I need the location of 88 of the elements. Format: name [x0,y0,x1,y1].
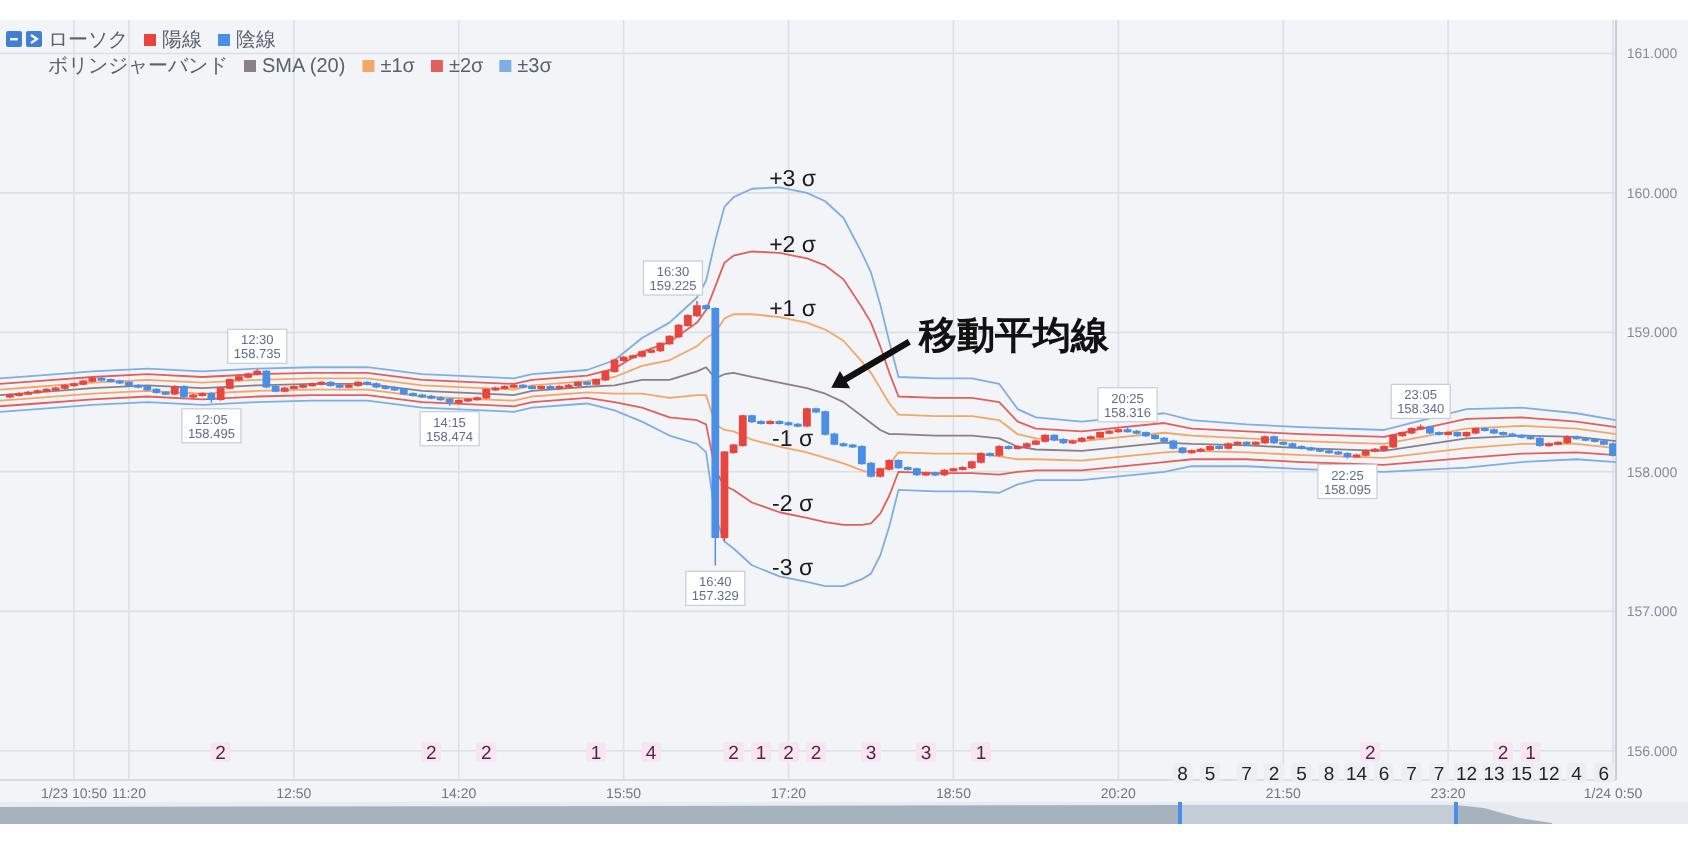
line-series [0,366,1616,452]
annotation: +1 σ [769,297,817,322]
legend-label: ±2σ [448,56,486,78]
candlestick [995,444,1004,458]
annotation: 1 [590,742,602,765]
candlestick [1444,430,1453,437]
candlestick [922,471,930,477]
annotation: 2 [425,742,437,765]
candlestick [1004,444,1013,451]
candlestick [803,406,811,428]
annotation: 1 [1525,742,1536,765]
candlestick [1416,423,1425,431]
legend-label: ±1σ [380,56,417,78]
candlestick [189,393,198,399]
annotation: 4 [1571,763,1582,786]
candlestick [1270,434,1279,445]
annotation: 3 [865,742,877,765]
candlestick [1215,444,1224,451]
line-series [0,313,1616,445]
candlestick [1471,426,1480,435]
candlestick [940,468,949,477]
candlestick [1572,434,1581,441]
annotation: +2 σ [769,233,817,258]
candlestick [775,419,784,426]
annotation: 2 [728,742,739,765]
annotation: 3 [920,742,932,765]
annotation: 8 [1323,763,1335,786]
annotation: 7 [1241,763,1252,786]
annotation: -3 σ [772,557,814,582]
candlestick [445,397,454,407]
annotation: 1 [975,742,987,765]
annotation: +3 σ [769,168,817,193]
candlestick [720,450,729,543]
candlestick [546,384,555,391]
line-series [0,186,1616,431]
annotation: 8 [1177,763,1188,786]
annotation: 2 [783,742,794,765]
annotation: 6 [1598,763,1610,786]
legend-label: SMA (20) [262,56,346,78]
legend-label: 陰線 [236,28,276,52]
annotation: 7 [1433,763,1445,786]
annotation: -2 σ [772,493,814,518]
annotation: 14 [1345,763,1368,786]
annotation: 12 [1455,763,1478,786]
candlestick [180,384,188,399]
annotation: 2 [1268,763,1280,786]
annotation: 4 [645,742,657,765]
candlestick [262,369,271,389]
candlestick [1535,436,1544,448]
annotation: 5 [1296,763,1307,786]
candlestick [1242,440,1251,447]
annotation: 2 [480,742,492,765]
annotation: 5 [1204,763,1216,786]
candlestick [161,390,170,396]
candlestick [363,380,372,387]
candlestick [1050,433,1059,442]
candlestick [1224,441,1233,451]
candlestick [335,383,344,389]
candlestick [931,471,940,477]
annotation: 6 [1378,763,1390,786]
candlestick [912,466,921,477]
annotation: 13 [1483,763,1505,786]
annotation: 移動平均線 [917,315,1112,358]
candlestick [583,380,591,387]
annotation: 15 [1510,763,1533,786]
annotation: ボリンジャーバンド [48,56,228,78]
annotation: 2 [215,742,226,765]
candlestick [738,413,747,448]
candlestick [986,451,995,458]
annotation: -1 σ [772,427,814,452]
legend-label: ±3σ [517,56,554,78]
annotation: 12 [1538,763,1560,786]
candlestick [592,377,601,387]
annotation: 2 [810,742,822,765]
candlestick [170,384,179,396]
annotation: 2 [1497,742,1509,765]
candlestick [509,383,518,389]
annotation: 1 [755,742,767,765]
candlestick [793,422,802,428]
annotation: 2 [1365,742,1376,765]
legend-label: 陽線 [162,30,202,52]
candlestick [876,466,885,479]
candlestick [766,419,775,426]
candlestick [1453,430,1462,438]
candlestick [537,384,546,391]
annotation: ローソク [48,30,128,52]
annotation: 7 [1406,763,1417,786]
candlestick [207,391,216,404]
